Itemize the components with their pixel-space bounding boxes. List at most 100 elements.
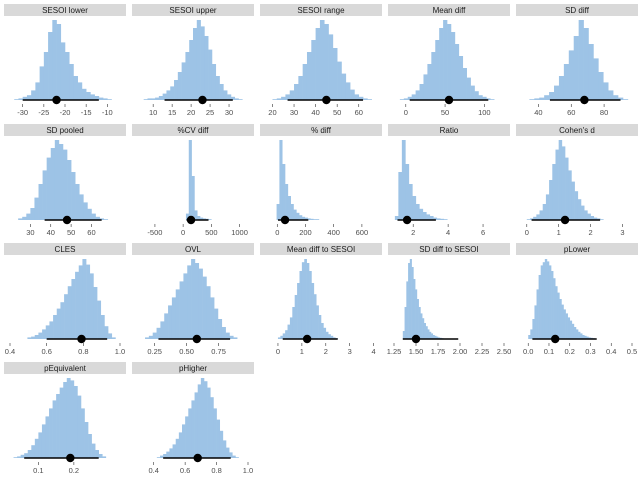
histogram-bar bbox=[41, 424, 46, 458]
histogram-bar bbox=[598, 72, 604, 100]
histogram-bar bbox=[289, 317, 293, 339]
histogram-bar bbox=[578, 20, 584, 100]
tick-label: 3 bbox=[620, 228, 624, 237]
histogram-bar bbox=[226, 447, 230, 458]
histogram-bar bbox=[86, 92, 91, 100]
facet-title: Cohen's d bbox=[559, 126, 595, 135]
histogram-bar bbox=[528, 335, 531, 339]
histogram-bar bbox=[429, 331, 432, 339]
histogram-bar bbox=[584, 210, 588, 220]
histogram-bar bbox=[588, 44, 594, 100]
histogram-bar bbox=[565, 313, 568, 339]
histogram-bar bbox=[281, 96, 286, 100]
histogram-bar bbox=[221, 327, 226, 339]
histogram-bar bbox=[536, 214, 540, 220]
histogram-bar bbox=[588, 337, 591, 339]
histogram-bar bbox=[425, 326, 428, 339]
histogram-bar bbox=[532, 319, 535, 339]
histogram-bar bbox=[304, 217, 308, 220]
facet-title: SESOI range bbox=[297, 6, 345, 15]
tick-label: 0.25 bbox=[147, 347, 162, 356]
histogram-bar bbox=[18, 218, 23, 220]
facet-title: SD pooled bbox=[46, 126, 83, 135]
tick-label: -20 bbox=[60, 108, 71, 117]
histogram-bar bbox=[143, 99, 148, 100]
histogram-bar bbox=[325, 331, 329, 339]
histogram-bar bbox=[56, 394, 60, 458]
histogram-bar bbox=[54, 140, 60, 220]
histogram-bar bbox=[90, 94, 95, 100]
histogram-bar bbox=[546, 261, 550, 339]
tick-label: 0.2 bbox=[565, 347, 575, 356]
facet-strip bbox=[4, 124, 126, 136]
histogram-bar bbox=[544, 259, 548, 339]
histogram-bar bbox=[422, 212, 427, 220]
tick-label: 2.25 bbox=[475, 347, 490, 356]
histogram-bar bbox=[411, 267, 414, 339]
tick-label: 1.25 bbox=[387, 347, 402, 356]
histogram-bar bbox=[413, 279, 416, 339]
histogram-bar bbox=[93, 287, 98, 339]
histogram-bar bbox=[235, 457, 239, 458]
tick-label: 80 bbox=[600, 108, 608, 117]
histogram-bar bbox=[52, 20, 57, 100]
histogram-bar bbox=[111, 337, 116, 339]
facet-strip bbox=[132, 243, 254, 255]
tick-label: 0.8 bbox=[211, 466, 221, 475]
facet-panel: Mean diff to SESOI 0 1 2 3 4 bbox=[260, 243, 382, 356]
histogram-bar bbox=[551, 271, 554, 339]
histogram-bar bbox=[31, 90, 36, 100]
histogram-bar bbox=[238, 99, 243, 100]
histogram-bar bbox=[73, 76, 78, 100]
histogram-bar bbox=[416, 299, 419, 339]
facet-title: pEquivalent bbox=[44, 364, 87, 373]
histogram-bar bbox=[409, 259, 412, 339]
tick-label: 0.4 bbox=[606, 347, 616, 356]
histogram-bar bbox=[544, 95, 550, 100]
histogram-bar bbox=[56, 24, 62, 100]
histogram-bar bbox=[316, 305, 319, 339]
histogram-bar bbox=[328, 34, 334, 100]
histogram-bar bbox=[586, 336, 589, 339]
histogram-bar bbox=[202, 276, 207, 339]
histogram-bar bbox=[185, 52, 190, 100]
histogram-bar bbox=[454, 44, 460, 100]
tick-label: 0.50 bbox=[179, 347, 194, 356]
histogram-bar bbox=[91, 213, 96, 220]
facet-panel: OVL 0.25 0.50 0.75 bbox=[132, 243, 254, 356]
tick-label: 2 bbox=[411, 228, 415, 237]
histogram-bar bbox=[294, 84, 299, 100]
histogram-bar bbox=[178, 432, 183, 458]
histogram-bar bbox=[420, 313, 423, 339]
histogram-bar bbox=[294, 295, 298, 339]
histogram-bar bbox=[530, 329, 533, 339]
histogram-bar bbox=[433, 217, 438, 220]
histogram-bar bbox=[13, 457, 18, 458]
histogram-bar bbox=[575, 329, 579, 339]
histogram-bar bbox=[65, 52, 70, 100]
facet-title: Mean diff to SESOI bbox=[287, 245, 355, 254]
histogram-bar bbox=[98, 454, 103, 458]
histogram-bar bbox=[415, 90, 420, 100]
histogram-bar bbox=[569, 320, 573, 339]
histogram-bar bbox=[198, 268, 203, 339]
histogram-bar bbox=[583, 28, 589, 100]
facet-title: OVL bbox=[185, 245, 202, 254]
histogram-bar bbox=[272, 99, 278, 100]
histogram-bar bbox=[450, 32, 456, 100]
histogram-bar bbox=[232, 455, 236, 458]
histogram-bar bbox=[35, 82, 40, 100]
histogram-bar bbox=[324, 24, 329, 100]
histogram-bar bbox=[561, 146, 566, 220]
histogram-bar bbox=[77, 82, 83, 100]
histogram-bar bbox=[573, 327, 577, 339]
histogram-bar bbox=[319, 20, 325, 100]
histogram-bar bbox=[229, 335, 234, 339]
histogram-bar bbox=[315, 28, 321, 100]
histogram-bar bbox=[38, 432, 43, 458]
histogram-bar bbox=[211, 64, 217, 100]
histogram-bar bbox=[447, 24, 452, 100]
facet-strip bbox=[4, 243, 126, 255]
histogram-bar bbox=[285, 94, 291, 100]
